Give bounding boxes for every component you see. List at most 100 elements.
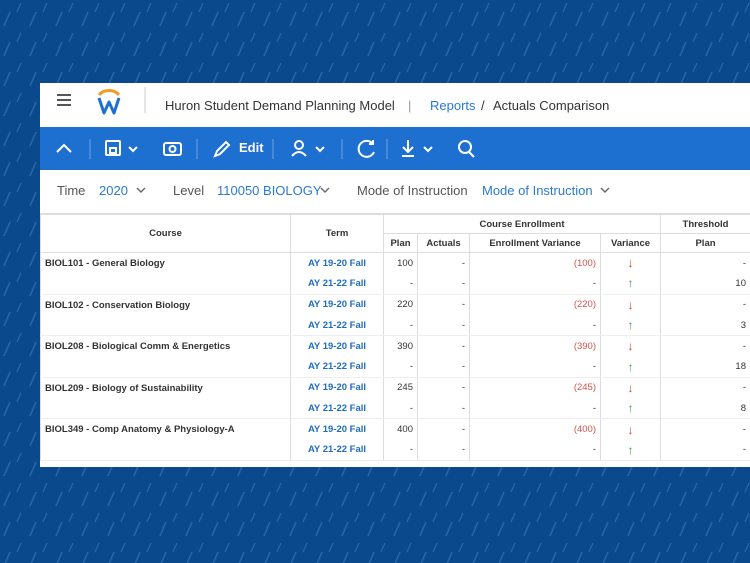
table-body: BIOL101 - General Biology AY 19-20 Fall 10… <box>40 252 750 461</box>
group-header: Threshold <box>660 214 750 234</box>
column-header: Course <box>40 214 291 253</box>
table-row: AY 21-22 Fall - - - ↑ 3 <box>40 314 750 337</box>
actuals: - <box>417 377 470 399</box>
actuals: - <box>417 439 470 461</box>
term[interactable]: AY 19-20 Fall <box>290 335 384 357</box>
actuals: - <box>417 356 470 378</box>
enrollment-variance: (220) <box>469 294 601 315</box>
app-header: Huron Student Demand Planning Model | Re… <box>40 83 750 127</box>
filter-value[interactable]: Mode of Instruction <box>482 183 593 198</box>
actuals: - <box>417 294 470 315</box>
column-header: Variance <box>600 233 661 253</box>
download-button[interactable] <box>402 140 433 157</box>
term[interactable]: AY 21-22 Fall <box>290 439 384 461</box>
term[interactable]: AY 19-20 Fall <box>290 377 384 399</box>
term[interactable]: AY 21-22 Fall <box>290 273 384 295</box>
plan: - <box>383 273 418 295</box>
table-row: AY 21-22 Fall - - - ↑ 18 <box>40 356 750 378</box>
refresh-button[interactable] <box>357 139 375 158</box>
term[interactable]: AY 21-22 Fall <box>290 356 384 378</box>
course: BIOL208 - Biological Comm & Energetics <box>40 335 291 357</box>
menu-button[interactable] <box>57 94 71 106</box>
report-table: Course Term Course Enrollment Threshold … <box>40 214 750 461</box>
threshold-plan: - <box>660 439 750 461</box>
header-icons <box>57 87 146 115</box>
enrollment-variance: - <box>469 356 601 378</box>
variance-indicator: ↑ <box>600 439 661 461</box>
variance-indicator: ↓ <box>600 252 661 274</box>
column-header: Enrollment Variance <box>469 233 601 253</box>
enrollment-variance: - <box>469 439 601 461</box>
filter-label: Level <box>173 183 205 198</box>
edit-button[interactable]: Edit <box>239 140 264 155</box>
filter-bar: Time 2020 Level 110050 BIOLOGY Mode of I… <box>40 170 750 214</box>
group-header: Course Enrollment <box>383 214 661 234</box>
variance-indicator: ↓ <box>600 335 661 357</box>
threshold-plan: - <box>660 418 750 440</box>
enrollment-variance: - <box>469 314 601 337</box>
table-row: BIOL208 - Biological Comm & Energetics AY… <box>40 335 750 357</box>
enrollment-variance: - <box>469 398 601 420</box>
actuals: - <box>417 398 470 420</box>
threshold-plan: 10 <box>660 273 750 295</box>
variance-indicator: ↑ <box>600 314 661 337</box>
course: BIOL209 - Biology of Sustainability <box>40 377 291 399</box>
column-header: Actuals <box>417 233 470 253</box>
course <box>40 356 291 378</box>
breadcrumb-separator: / <box>481 98 485 113</box>
enrollment-variance: - <box>469 273 601 295</box>
term[interactable]: AY 19-20 Fall <box>290 252 384 274</box>
snapshot-button[interactable] <box>163 142 182 156</box>
variance-indicator: ↓ <box>600 377 661 399</box>
table-row: AY 21-22 Fall - - - ↑ 8 <box>40 398 750 420</box>
enrollment-variance: (100) <box>469 252 601 274</box>
table-row: AY 21-22 Fall - - - ↑ 10 <box>40 273 750 295</box>
logo-arc <box>97 89 121 97</box>
threshold-plan: 18 <box>660 356 750 378</box>
table-row: BIOL349 - Comp Anatomy & Physiology-A AY … <box>40 418 750 440</box>
filter-value[interactable]: 2020 <box>99 183 128 198</box>
plan: - <box>383 398 418 420</box>
threshold-plan: - <box>660 335 750 357</box>
table-row: BIOL209 - Biology of Sustainability AY 19… <box>40 377 750 399</box>
course <box>40 398 291 420</box>
search-button[interactable] <box>458 140 475 158</box>
table-row: BIOL101 - General Biology AY 19-20 Fall 10… <box>40 252 750 274</box>
filter-label: Mode of Instruction <box>357 183 468 198</box>
term[interactable]: AY 21-22 Fall <box>290 314 384 337</box>
toolbar-icons <box>56 139 475 159</box>
plan: 220 <box>383 294 418 315</box>
save-button[interactable] <box>105 140 138 156</box>
term[interactable]: AY 21-22 Fall <box>290 398 384 420</box>
table-row: AY 21-22 Fall - - - ↑ - <box>40 439 750 461</box>
actuals: - <box>417 314 470 337</box>
actuals: - <box>417 418 470 440</box>
actuals: - <box>417 335 470 357</box>
app-title: Huron Student Demand Planning Model <box>165 98 395 113</box>
edit-icon[interactable] <box>213 140 231 158</box>
threshold-plan: - <box>660 377 750 399</box>
filter-value[interactable]: 110050 BIOLOGY <box>217 183 322 198</box>
threshold-plan: 3 <box>660 314 750 337</box>
course <box>40 314 291 337</box>
plan: 400 <box>383 418 418 440</box>
column-header: Term <box>290 214 384 253</box>
breadcrumb-current: Actuals Comparison <box>493 98 610 113</box>
collapse-button[interactable] <box>56 143 72 153</box>
filter-label: Time <box>57 183 86 198</box>
breadcrumb-link[interactable]: Reports <box>430 98 476 113</box>
user-button[interactable] <box>291 140 325 157</box>
logo-w <box>97 97 121 115</box>
column-header: Plan <box>383 233 418 253</box>
plan: - <box>383 356 418 378</box>
term[interactable]: AY 19-20 Fall <box>290 294 384 315</box>
column-header: Plan <box>660 233 750 253</box>
enrollment-variance: (390) <box>469 335 601 357</box>
term[interactable]: AY 19-20 Fall <box>290 418 384 440</box>
variance-indicator: ↑ <box>600 356 661 378</box>
course: BIOL101 - General Biology <box>40 252 291 274</box>
plan: - <box>383 439 418 461</box>
enrollment-variance: (245) <box>469 377 601 399</box>
plan: 100 <box>383 252 418 274</box>
plan: - <box>383 314 418 337</box>
